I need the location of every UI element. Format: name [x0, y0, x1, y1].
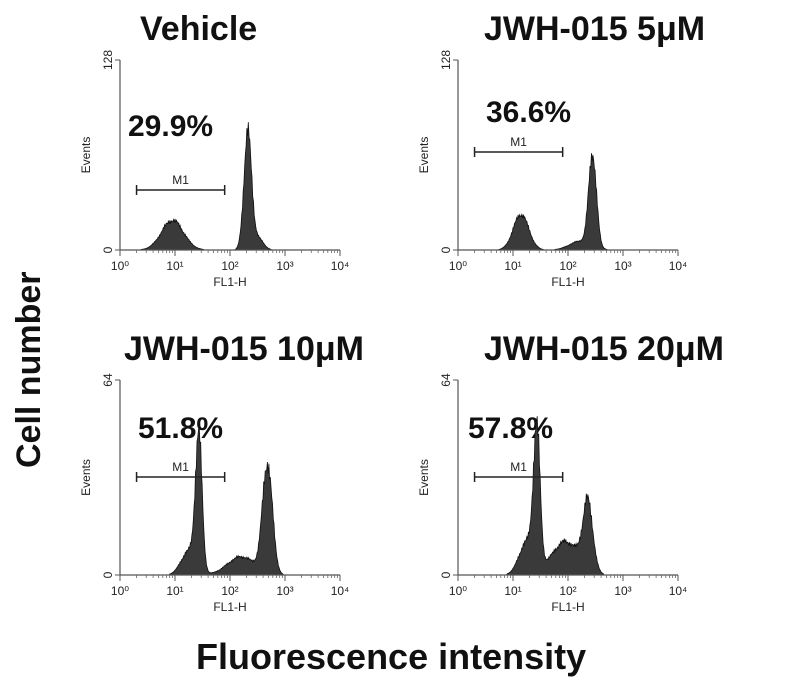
x-tick-label: 10¹	[504, 584, 521, 598]
x-tick-label: 10³	[276, 259, 293, 273]
y-tick-label: 0	[101, 571, 115, 578]
gate-percent-label: 29.9%	[128, 110, 214, 143]
y-tick-label: 128	[101, 50, 115, 70]
x-tick-label: 10⁴	[331, 259, 350, 273]
x-axis-title: FL1-H	[213, 275, 246, 289]
x-tick-label: 10²	[221, 584, 238, 598]
x-tick-label: 10⁴	[331, 584, 350, 598]
histogram-trace	[120, 424, 340, 576]
histogram-trace	[458, 416, 678, 576]
histogram-panel-jwh015-10um: JWH-015 10μM 51.8% 10⁰ 10¹ 10² 10³ 10⁴ 0 64 FL1…	[50, 330, 410, 630]
y-tick-label: 0	[439, 246, 453, 253]
y-tick-label: 0	[439, 571, 453, 578]
y-tick-label: 64	[439, 373, 453, 387]
panel-title: JWH-015 10μM	[124, 330, 364, 368]
panel-title: JWH-015 20μM	[484, 330, 724, 368]
x-axis-title: FL1-H	[213, 600, 246, 614]
y-axis-title: Events	[417, 137, 431, 174]
x-tick-label: 10⁰	[111, 259, 129, 273]
y-tick-label: 128	[439, 50, 453, 70]
x-tick-label: 10⁴	[669, 259, 688, 273]
histogram-trace	[458, 153, 678, 251]
x-axis-title: FL1-H	[551, 275, 584, 289]
y-tick-label: 0	[101, 246, 115, 253]
x-tick-label: 10¹	[504, 259, 521, 273]
y-axis-title: Events	[79, 459, 93, 496]
x-tick-label: 10⁴	[669, 584, 688, 598]
y-tick-label: 64	[101, 373, 115, 387]
x-tick-label: 10³	[614, 584, 631, 598]
histogram-plot: 10⁰ 10¹ 10² 10³ 10⁴ 0 128 FL1-H Events M1	[417, 50, 688, 289]
x-tick-label: 10³	[614, 259, 631, 273]
histogram-panel-jwh015-5um: JWH-015 5μM 36.6% 10⁰ 10¹ 10² 10³ 10⁴ 0 128 FL1…	[388, 0, 748, 300]
panel-title: JWH-015 5μM	[484, 10, 706, 48]
x-tick-label: 10²	[221, 259, 238, 273]
x-tick-label: 10¹	[166, 584, 183, 598]
x-tick-label: 10²	[559, 584, 576, 598]
x-axis-title: FL1-H	[551, 600, 584, 614]
gate-percent-label: 36.6%	[486, 96, 572, 129]
y-axis-title: Events	[79, 137, 93, 174]
histogram-plot: 10⁰ 10¹ 10² 10³ 10⁴ 0 128 FL1-H Events M1	[79, 50, 350, 289]
gate-label: M1	[510, 460, 527, 474]
histogram-trace	[120, 122, 340, 251]
y-axis-title: Events	[417, 459, 431, 496]
histogram-plot: 10⁰ 10¹ 10² 10³ 10⁴ 0 64 FL1-H Events M1	[79, 373, 350, 614]
gate-percent-label: 51.8%	[138, 412, 224, 445]
histogram-panel-jwh015-20um: JWH-015 20μM 57.8% 10⁰ 10¹ 10² 10³ 10⁴ 0 64 FL1…	[388, 330, 748, 630]
x-tick-label: 10⁰	[449, 259, 467, 273]
histogram-panel-vehicle: Vehicle 29.9% 10⁰ 10¹ 10² 10³ 10⁴ 0 128 FL1-H Ev…	[50, 0, 410, 300]
y-axis-label: Cell number	[10, 271, 48, 468]
x-tick-label: 10¹	[166, 259, 183, 273]
panel-title: Vehicle	[140, 10, 258, 48]
gate-label: M1	[172, 460, 189, 474]
histogram-plot: 10⁰ 10¹ 10² 10³ 10⁴ 0 64 FL1-H Events M1	[417, 373, 688, 614]
x-axis-label: Fluorescence intensity	[196, 636, 587, 677]
x-tick-label: 10³	[276, 584, 293, 598]
x-tick-label: 10²	[559, 259, 576, 273]
gate-label: M1	[510, 135, 527, 149]
x-tick-label: 10⁰	[111, 584, 129, 598]
gate-label: M1	[172, 173, 189, 187]
x-tick-label: 10⁰	[449, 584, 467, 598]
